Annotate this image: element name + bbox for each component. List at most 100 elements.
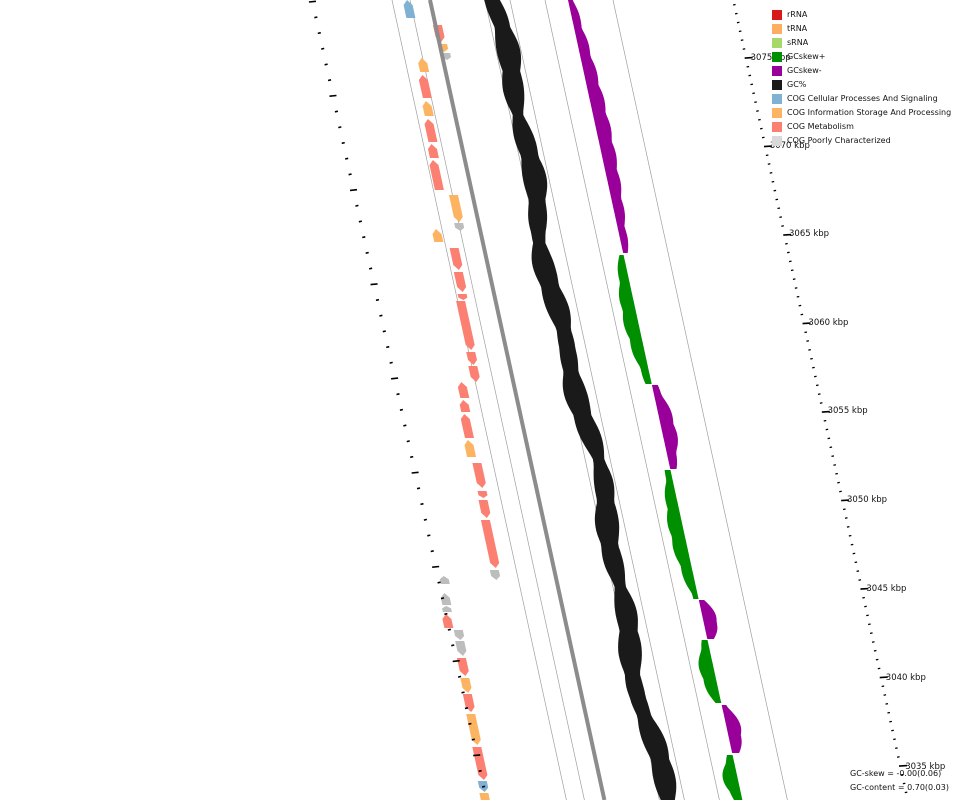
inner-tick: [368, 267, 373, 270]
gc-skew-positive-segment: [698, 640, 722, 703]
inner-tick: [410, 455, 414, 459]
minor-tick: [815, 384, 819, 387]
legend-label: GC%: [787, 80, 807, 89]
minor-tick: [740, 39, 744, 42]
legend-swatch: [772, 122, 782, 132]
inner-tick: [379, 314, 383, 317]
major-tick: [783, 233, 792, 236]
minor-tick: [868, 623, 871, 626]
major-tick: [898, 764, 908, 767]
feature-arrow-met: [472, 463, 486, 488]
legend-label: rRNA: [787, 10, 808, 19]
inner-tick: [471, 738, 475, 741]
minor-tick: [875, 658, 879, 661]
inner-tick: [432, 565, 440, 568]
gc-statistics: GC-skew = -0.00(0.06) GC-content = 0.70(…: [850, 767, 949, 795]
minor-tick: [786, 251, 790, 254]
minor-tick: [858, 579, 862, 581]
inner-tick: [420, 502, 424, 506]
legend-swatch: [772, 136, 782, 146]
minor-tick: [752, 92, 756, 95]
inner-tick: [464, 707, 469, 710]
inner-tick: [370, 283, 378, 286]
inner-tick: [444, 612, 448, 616]
scale-label: 3040 kbp: [885, 673, 926, 683]
minor-tick: [748, 74, 752, 77]
minor-tick: [790, 269, 794, 272]
inner-tick: [427, 534, 431, 537]
inner-tick: [344, 157, 349, 160]
gc-skew-stat: GC-skew = -0.00(0.06): [850, 769, 942, 778]
feature-arrow-poor: [454, 223, 465, 231]
minor-tick: [792, 278, 796, 280]
gc-content-track: [484, 0, 677, 800]
inner-tick: [473, 754, 481, 757]
minor-tick: [779, 216, 783, 219]
gc-skew-negative-segment: [568, 0, 629, 253]
inner-tick: [338, 126, 342, 129]
minor-tick: [794, 287, 798, 289]
inner-tick: [440, 597, 445, 600]
legend-label: COG Poorly Characterized: [787, 136, 891, 145]
scale-label: 3075 kbp: [750, 53, 791, 63]
legend-label: GCskew-: [787, 66, 822, 75]
minor-tick: [904, 791, 908, 794]
feature-arrow-met: [477, 491, 488, 498]
minor-tick: [871, 641, 875, 643]
feature-arrow-inf: [432, 229, 444, 242]
inner-tick: [399, 408, 404, 411]
minor-tick: [819, 402, 823, 404]
inner-tick: [358, 220, 363, 223]
minor-tick: [864, 605, 867, 608]
inner-tick: [317, 31, 321, 35]
inner-tick: [355, 204, 359, 207]
feature-arrow-met: [460, 414, 474, 438]
feature-arrow-met: [468, 366, 480, 382]
feature-arrow-poor: [489, 570, 501, 580]
minor-tick: [839, 490, 842, 493]
legend-item-rrna: rRNA: [772, 9, 960, 23]
minor-tick: [754, 101, 757, 103]
gc-skew-negative-segment: [651, 385, 678, 469]
feature-arrow-met: [478, 500, 491, 518]
inner-tick: [403, 424, 407, 427]
feature-arrow-met: [480, 520, 500, 568]
legend-label: sRNA: [787, 38, 809, 47]
inner-tick: [468, 722, 472, 725]
minor-tick: [848, 534, 852, 537]
major-tick: [763, 145, 773, 148]
minor-tick: [852, 552, 856, 555]
feature-arrow-met: [472, 747, 488, 780]
inner-tick: [396, 393, 400, 396]
minor-tick: [835, 472, 838, 475]
gc-skew-positive-segment: [722, 755, 743, 800]
scale-label: 3045 kbp: [866, 584, 907, 594]
inner-tick: [451, 644, 455, 647]
inner-tick: [348, 173, 352, 176]
inner-tick: [411, 471, 419, 474]
minor-tick: [854, 561, 858, 564]
minor-tick: [810, 357, 813, 360]
inner-tick: [423, 518, 428, 521]
legend-item-trna: tRNA: [772, 23, 960, 37]
feature-arrow-met: [442, 614, 454, 628]
minor-tick: [823, 419, 827, 422]
legend-swatch: [772, 66, 782, 76]
feature-arrow-inf: [460, 678, 472, 693]
minor-tick: [891, 729, 894, 732]
ring-line: [391, 0, 567, 800]
feature-arrow-poor: [455, 641, 467, 656]
minor-tick: [813, 375, 817, 378]
inner-tick: [389, 361, 393, 364]
ring-line: [612, 0, 788, 800]
gc-skew-track: [568, 0, 743, 800]
feature-arrow-met: [449, 248, 463, 270]
ring-line: [409, 0, 585, 800]
inner-tick: [321, 47, 325, 50]
inner-tick: [447, 628, 452, 631]
minor-tick: [746, 65, 750, 68]
scale-label: 3055 kbp: [827, 406, 868, 416]
minor-tick: [825, 428, 829, 431]
gc-skew-negative-segment: [721, 705, 742, 753]
feature-arrow-met: [457, 382, 470, 398]
